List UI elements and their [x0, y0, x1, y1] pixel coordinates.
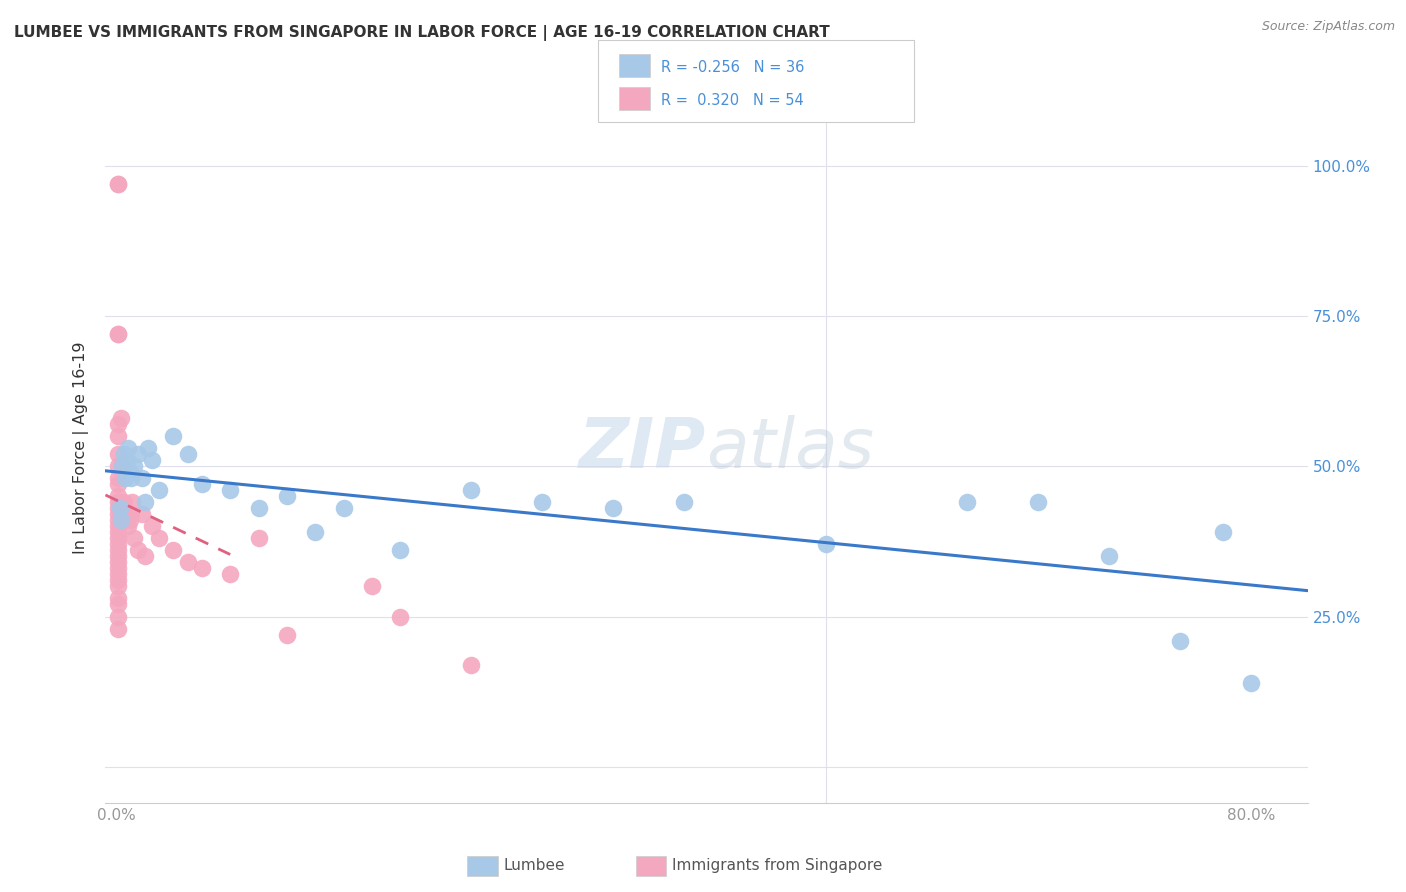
Point [148, 483, 170, 498]
Point [118, 465, 141, 479]
Point [191, 561, 214, 575]
Point [111, 459, 134, 474]
Point [107, 561, 129, 575]
Text: R = -0.256   N = 36: R = -0.256 N = 36 [661, 60, 804, 75]
Point [361, 579, 384, 593]
Point [107, 579, 129, 593]
Point [162, 429, 184, 443]
Point [1212, 525, 1234, 540]
Point [136, 442, 159, 456]
Point [117, 442, 139, 456]
Point [107, 591, 129, 606]
Point [672, 495, 695, 509]
Point [141, 453, 163, 467]
Point [107, 471, 129, 485]
Point [107, 326, 129, 341]
Point [122, 459, 145, 474]
Point [134, 495, 156, 509]
Point [247, 501, 270, 516]
Point [814, 537, 837, 551]
Point [110, 513, 132, 527]
Point [107, 508, 129, 522]
Point [332, 501, 354, 516]
Point [115, 513, 138, 527]
Point [127, 447, 149, 461]
Point [107, 556, 129, 570]
Point [219, 483, 242, 498]
Point [107, 477, 129, 491]
Point [107, 417, 129, 432]
Text: Source: ZipAtlas.com: Source: ZipAtlas.com [1261, 20, 1395, 33]
Point [107, 177, 129, 191]
Point [121, 495, 143, 509]
Point [118, 513, 141, 527]
Point [107, 609, 129, 624]
Point [107, 501, 129, 516]
Point [276, 489, 298, 503]
Point [1026, 495, 1049, 509]
Point [107, 459, 129, 474]
Point [219, 567, 242, 582]
Text: ZIP: ZIP [579, 415, 707, 482]
Point [1098, 549, 1121, 564]
Point [107, 549, 129, 564]
Point [148, 532, 170, 546]
Point [112, 447, 135, 461]
Point [114, 471, 136, 485]
Point [176, 447, 198, 461]
Point [127, 543, 149, 558]
Point [191, 477, 214, 491]
Point [107, 622, 129, 636]
Point [107, 326, 129, 341]
Point [107, 567, 129, 582]
Text: Immigrants from Singapore: Immigrants from Singapore [672, 858, 883, 872]
Point [120, 508, 142, 522]
Point [122, 532, 145, 546]
Point [120, 471, 142, 485]
Point [141, 519, 163, 533]
Text: R =  0.320   N = 54: R = 0.320 N = 54 [661, 93, 804, 108]
Point [1168, 633, 1191, 648]
Point [111, 459, 134, 474]
Point [247, 532, 270, 546]
Point [114, 508, 136, 522]
Point [107, 537, 129, 551]
Point [276, 627, 298, 641]
Point [112, 495, 135, 509]
Point [460, 657, 482, 672]
Point [956, 495, 979, 509]
Point [107, 489, 129, 503]
Point [602, 501, 624, 516]
Point [107, 532, 129, 546]
Text: LUMBEE VS IMMIGRANTS FROM SINGAPORE IN LABOR FORCE | AGE 16-19 CORRELATION CHART: LUMBEE VS IMMIGRANTS FROM SINGAPORE IN L… [14, 25, 830, 41]
Point [107, 598, 129, 612]
Y-axis label: In Labor Force | Age 16-19: In Labor Force | Age 16-19 [73, 342, 90, 555]
Point [389, 543, 412, 558]
Point [134, 549, 156, 564]
Text: Lumbee: Lumbee [503, 858, 565, 872]
Point [460, 483, 482, 498]
Point [110, 411, 132, 425]
Point [107, 513, 129, 527]
Point [131, 508, 153, 522]
Point [304, 525, 326, 540]
Point [107, 574, 129, 588]
Point [107, 519, 129, 533]
Point [107, 447, 129, 461]
Point [107, 525, 129, 540]
Text: atlas: atlas [707, 415, 875, 482]
Point [115, 453, 138, 467]
Point [117, 519, 139, 533]
Point [162, 543, 184, 558]
Point [107, 495, 129, 509]
Point [107, 543, 129, 558]
Point [176, 556, 198, 570]
Point [531, 495, 554, 509]
Point [1240, 675, 1263, 690]
Point [108, 501, 131, 516]
Point [389, 609, 412, 624]
Point [107, 429, 129, 443]
Point [107, 177, 129, 191]
Point [131, 471, 153, 485]
